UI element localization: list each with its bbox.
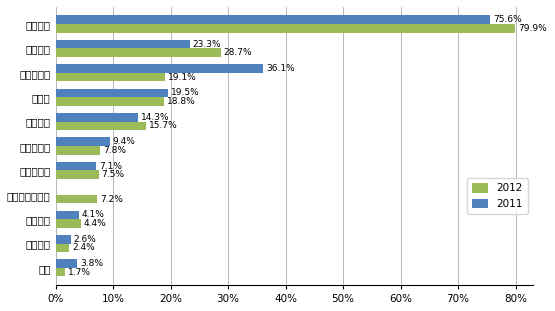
Bar: [56, 235, 70, 244]
Text: 2.4%: 2.4%: [72, 243, 95, 252]
Bar: [56, 259, 77, 268]
Bar: [56, 195, 97, 203]
Bar: [56, 97, 164, 106]
Bar: [56, 268, 65, 276]
Text: 28.7%: 28.7%: [224, 48, 252, 57]
Bar: [56, 24, 515, 33]
Legend: 2012, 2011: 2012, 2011: [467, 178, 528, 214]
Text: 7.1%: 7.1%: [99, 162, 122, 171]
Text: 14.3%: 14.3%: [140, 113, 169, 122]
Bar: [56, 122, 146, 130]
Bar: [56, 16, 490, 24]
Bar: [56, 137, 109, 146]
Text: 15.7%: 15.7%: [149, 121, 178, 130]
Text: 7.2%: 7.2%: [100, 195, 123, 203]
Text: 7.8%: 7.8%: [103, 146, 127, 155]
Text: 19.5%: 19.5%: [170, 88, 199, 97]
Bar: [56, 89, 168, 97]
Text: 18.8%: 18.8%: [166, 97, 195, 106]
Text: 3.8%: 3.8%: [80, 259, 103, 268]
Bar: [56, 49, 220, 57]
Text: 19.1%: 19.1%: [168, 72, 197, 81]
Bar: [56, 73, 165, 81]
Bar: [56, 64, 263, 73]
Text: 9.4%: 9.4%: [113, 137, 135, 146]
Text: 1.7%: 1.7%: [68, 268, 91, 277]
Text: 4.4%: 4.4%: [84, 219, 107, 228]
Bar: [56, 219, 81, 228]
Text: 7.5%: 7.5%: [102, 170, 124, 179]
Bar: [56, 40, 189, 49]
Text: 79.9%: 79.9%: [518, 24, 547, 33]
Bar: [56, 146, 100, 155]
Bar: [56, 244, 69, 252]
Text: 4.1%: 4.1%: [82, 211, 105, 219]
Bar: [56, 211, 79, 219]
Bar: [56, 113, 138, 122]
Text: 75.6%: 75.6%: [493, 15, 522, 24]
Text: 23.3%: 23.3%: [193, 39, 221, 49]
Bar: [56, 162, 97, 170]
Bar: [56, 170, 99, 179]
Text: 2.6%: 2.6%: [73, 235, 96, 244]
Text: 36.1%: 36.1%: [266, 64, 295, 73]
